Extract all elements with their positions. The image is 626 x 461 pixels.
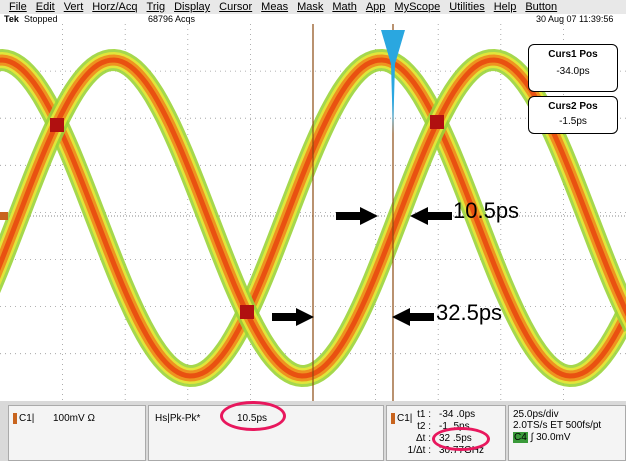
menu-item[interactable]: Mask [297,1,324,13]
channel-name: C1| [13,413,34,424]
measurement-name: Hs|Pk-Pk* [155,413,201,424]
menu-item[interactable]: Meas [261,1,289,13]
menu-item[interactable]: Utilities [449,1,485,13]
acq-count: 68796 Acqs [148,14,196,24]
menu-item[interactable]: File [9,1,27,13]
cursor-1-readout[interactable]: Curs1 Pos -34.0ps [528,44,618,92]
datetime: 30 Aug 07 11:39:56 [536,14,614,24]
menu-item[interactable]: Display [174,1,211,13]
value: -34.0ps [556,66,590,77]
eye-diagram [0,48,626,388]
menu-item[interactable]: Horz/Acq [92,1,138,13]
menu-item[interactable]: Help [493,1,517,13]
trigger-level: ∫ 30.0mV [530,432,571,443]
menu-item[interactable]: Trig [146,1,166,13]
timebase-panel[interactable]: 25.0ps/div 2.0TS/s ET 500fs/pt C4 ∫ 30.0… [508,405,626,461]
status-bar: Tek Stopped 68796 Acqs 30 Aug 07 11:39:5… [0,14,626,24]
channel-panel[interactable]: C1| 100mV Ω [8,405,146,461]
label: Curs2 Pos [548,101,598,112]
cursor-row-value: -34 .0ps [439,409,476,420]
time-scale: 25.0ps/div [513,409,559,420]
crossing [240,305,254,319]
eye-trace [0,57,626,379]
annotation-crossing: 10.5ps [453,198,520,223]
highlight [432,427,490,451]
eye-trace [0,57,626,379]
cursor-row-label: 1/Δt : [407,445,431,456]
value: -1.5ps [559,116,587,127]
menu-item[interactable]: Vert [63,1,84,13]
channel-marker [0,212,8,220]
cursor-row-label: t2 : [417,421,431,432]
menu-item[interactable]: MyScope [394,1,441,13]
menu-item[interactable]: App [365,1,386,13]
acq-state: Stopped [24,14,58,24]
crossing [50,118,64,132]
annotation-eye-width: 32.5ps [436,300,503,325]
brand: Tek [4,14,19,24]
trigger-histogram [381,30,405,134]
menu-item[interactable]: Cursor [219,1,253,13]
menu-bar: File Edit Vert Horz/Acq Trig Display Cursor Mea… [0,0,626,14]
readout-bar: C1| 100mV Ω Hs|Pk-Pk* 10.5ps C1| t1 : -34… [0,401,626,461]
cursor-channel: C1| [391,413,412,424]
waveform-display [0,24,626,401]
menu-item[interactable]: Edit [35,1,55,13]
highlight [220,401,286,431]
cursor-2-readout[interactable]: Curs2 Pos -1.5ps [528,96,618,134]
menu-item[interactable]: Math [332,1,357,13]
crossing [430,115,444,129]
menu-item[interactable]: Button [525,1,558,13]
arrows [272,207,452,326]
cursor-row-label: t1 : [417,409,431,420]
channel-scale: 100mV Ω [53,413,95,424]
sample-rate: 2.0TS/s ET 500fs/pt [513,420,602,431]
cursor-row-label: Δt : [415,433,431,444]
label: Curs1 Pos [548,49,598,60]
trigger-channel: C4 [513,432,528,443]
